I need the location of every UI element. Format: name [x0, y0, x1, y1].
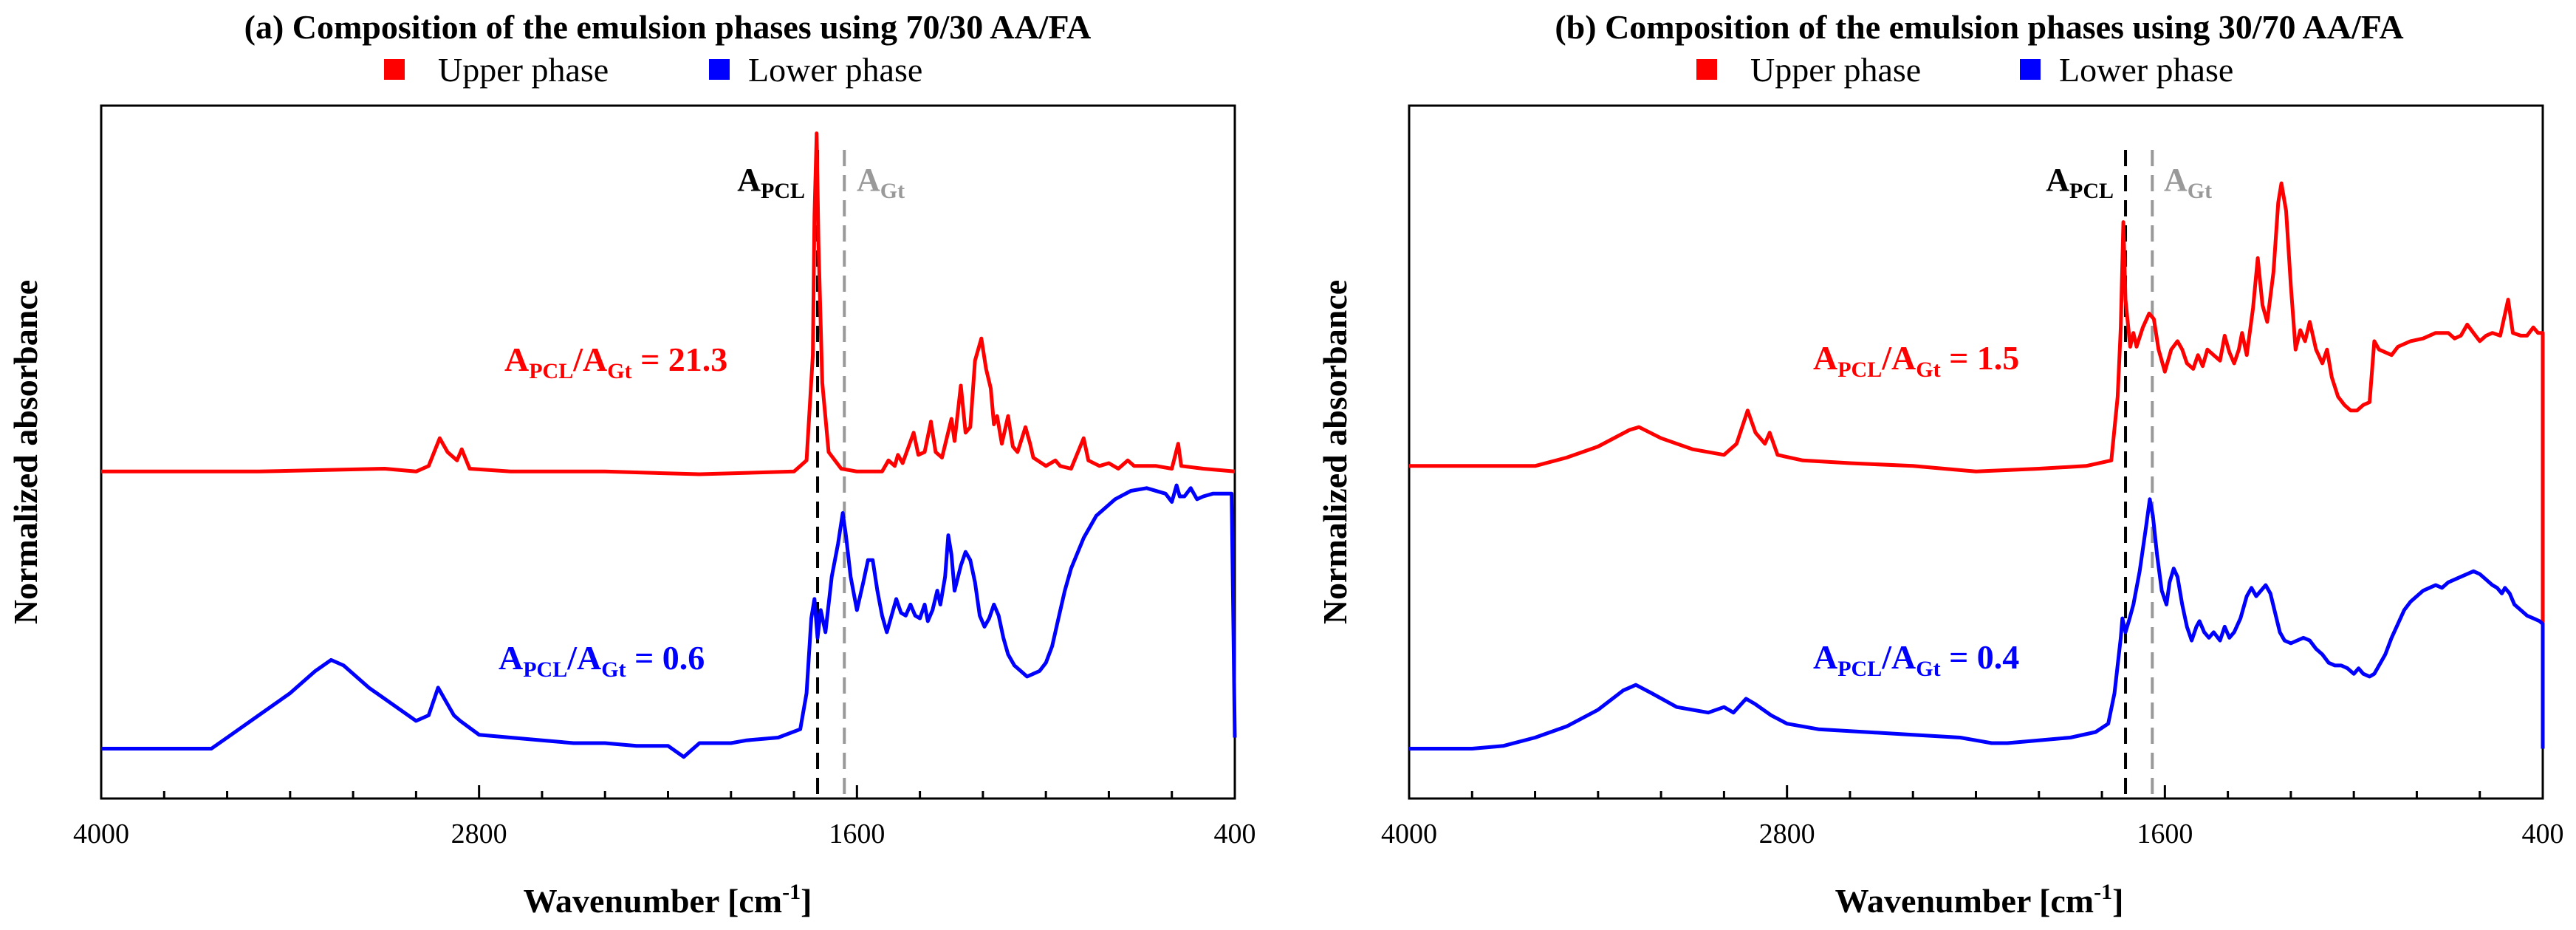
x-axis-label: Wavenumber [cm-1] [1835, 880, 2124, 920]
legend-label-upper: Upper phase [1750, 51, 1921, 89]
legend-swatch-upper [1696, 59, 1717, 80]
panel-a: (a) Composition of the emulsion phases u… [7, 8, 1256, 920]
legend: Upper phase Lower phase [384, 51, 922, 89]
legend-label-lower: Lower phase [748, 51, 922, 89]
x-tick-label: 400 [1214, 818, 1256, 849]
apcl-marker-label: APCL [2046, 162, 2114, 203]
x-tick-label: 4000 [73, 818, 129, 849]
series-lower-phase [101, 483, 1237, 759]
legend-swatch-lower [709, 59, 730, 80]
x-axis-ticks [100, 785, 1236, 799]
series-upper-phase [101, 131, 1236, 476]
ratio-label-upper: APCL/AGt = 21.3 [504, 341, 727, 383]
ratio-label-upper: APCL/AGt = 1.5 [1813, 339, 2019, 382]
legend: Upper phase Lower phase [1696, 51, 2233, 89]
panel-b: (b) Composition of the emulsion phases u… [1316, 8, 2564, 920]
plot-frame [100, 104, 1236, 800]
agt-marker-label: AGt [857, 162, 905, 203]
x-axis-tick-labels: 4000 2800 1600 400 [1381, 818, 2564, 849]
legend-label-upper: Upper phase [438, 51, 609, 89]
series-upper-phase [1409, 181, 2545, 743]
apcl-marker-label: APCL [737, 162, 805, 203]
x-tick-label: 1600 [829, 818, 885, 849]
legend-label-lower: Lower phase [2059, 51, 2233, 89]
x-tick-label: 400 [2522, 818, 2564, 849]
legend-swatch-lower [2020, 59, 2041, 80]
x-axis-label: Wavenumber [cm-1] [524, 880, 812, 920]
x-tick-label: 2800 [1759, 818, 1815, 849]
ratio-label-lower: APCL/AGt = 0.4 [1813, 638, 2019, 681]
x-tick-label: 1600 [2137, 818, 2193, 849]
series-lower-phase [1409, 497, 2545, 751]
chart-title: (a) Composition of the emulsion phases u… [244, 8, 1092, 46]
y-axis-label: Normalized absorbance [1316, 280, 1354, 624]
x-tick-label: 2800 [451, 818, 507, 849]
y-axis-label: Normalized absorbance [7, 280, 44, 624]
agt-marker-label: AGt [2164, 162, 2212, 203]
ratio-label-lower: APCL/AGt = 0.6 [499, 639, 705, 682]
x-tick-label: 4000 [1381, 818, 1437, 849]
x-axis-tick-labels: 4000 2800 1600 400 [73, 818, 1256, 849]
legend-swatch-upper [384, 59, 405, 80]
x-axis-ticks [1408, 785, 2544, 799]
chart-title: (b) Composition of the emulsion phases u… [1555, 8, 2403, 46]
